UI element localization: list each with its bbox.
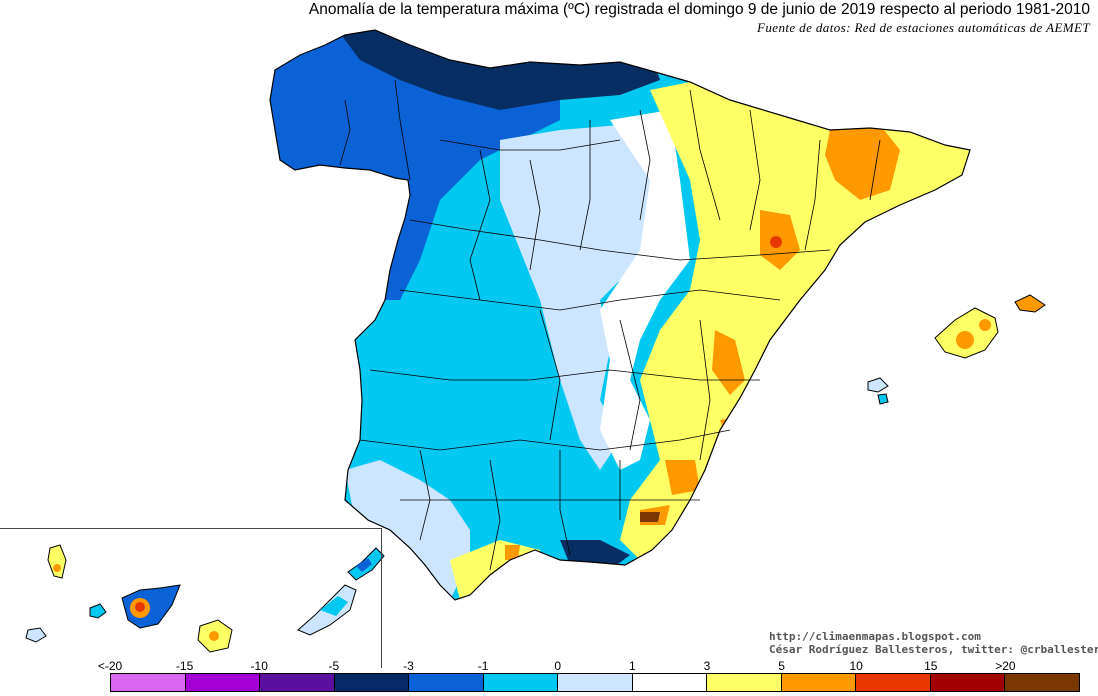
author-credit: César Rodríguez Ballesteros, twitter: @c… (769, 643, 1098, 656)
legend-tick-label: 15 (924, 659, 938, 673)
legend-tick-label: -1 (477, 659, 489, 673)
credits: http://climaenmapas.blogspot.com César R… (769, 630, 1098, 656)
legend-tick-label: -5 (328, 659, 340, 673)
legend-tick-label: -10 (250, 659, 268, 673)
legend-swatch (260, 674, 335, 691)
legend-swatch (558, 674, 633, 691)
legend-swatch (930, 674, 1006, 691)
legend-swatch (632, 674, 708, 691)
legend-tick-label: 1 (628, 659, 636, 673)
blog-url: http://climaenmapas.blogspot.com (769, 630, 981, 643)
legend-tick-label: <-20 (97, 659, 123, 673)
legend-swatch (707, 674, 782, 691)
legend-swatch (781, 674, 857, 691)
legend-swatch (185, 674, 261, 691)
legend-swatch (111, 674, 186, 691)
legend-tick-label: -15 (175, 659, 194, 673)
legend-swatch (409, 674, 484, 691)
data-source: Fuente de datos: Red de estaciones autom… (757, 20, 1090, 35)
legend-tick-label: 5 (778, 659, 785, 673)
province-boundaries (339, 79, 881, 571)
legend-swatch (334, 674, 410, 691)
legend-ticks: <-20 -15 -10 -5 -3 -1 0 1 3 5 10 15 >20 (0, 659, 1098, 673)
legend-swatch (483, 674, 559, 691)
map-title: Anomalía de la temperatura máxima (ºC) r… (308, 1, 1090, 18)
legend-swatch (856, 674, 931, 691)
legend-tick-label: >20 (995, 659, 1016, 673)
canary-islands (25, 544, 385, 653)
peninsula-outline (269, 29, 971, 601)
legend-tick-label: 3 (703, 659, 711, 673)
legend-tick-label: -3 (403, 659, 414, 673)
legend-tick-label: 10 (849, 659, 863, 673)
canary-inset-frame (0, 528, 382, 668)
color-legend (110, 673, 1080, 692)
legend-tick-label: 0 (554, 659, 562, 673)
balearic-islands (867, 294, 1046, 405)
legend-swatch (1005, 674, 1079, 691)
